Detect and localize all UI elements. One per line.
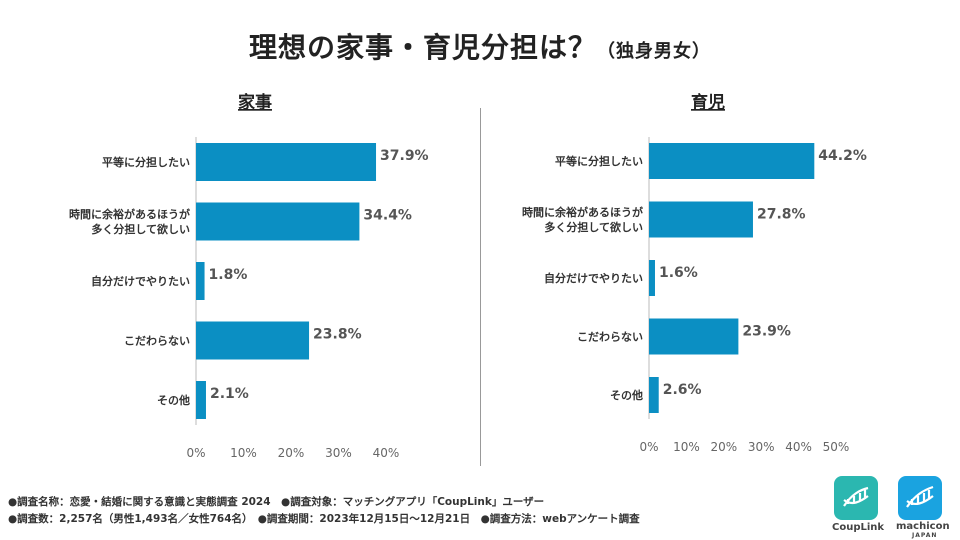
housework-tick-label-2: 20% [278, 446, 305, 460]
chart-title-sub: （独身男女） [597, 41, 711, 62]
childcare-value-label-2: 1.6% [659, 265, 698, 281]
panel-divider [480, 108, 481, 466]
machicon-logo-label: machicon [896, 521, 950, 532]
housework-tick-label-0: 0% [186, 446, 205, 460]
footnote-survey-info: ●調査名称：恋愛・結婚に関する意識と実態調査 2024 ●調査対象：マッチングア… [8, 496, 545, 508]
childcare-panel-title: 育児 [691, 92, 725, 113]
housework-tick-label-4: 40% [373, 446, 400, 460]
chart-title: 理想の家事・育児分担は？（独身男女） [0, 26, 960, 66]
childcare-tick-label-1: 10% [673, 440, 700, 454]
housework-bar-4 [196, 381, 206, 419]
housework-category-label-0: 平等に分担したい [102, 155, 190, 169]
housework-value-label-4: 2.1% [210, 386, 249, 402]
housework-category-label-4: その他 [157, 393, 190, 407]
childcare-category-label-1-1: 多く分担して欲しい [544, 220, 643, 234]
housework-value-label-3: 23.8% [313, 327, 362, 343]
housework-tick-label-1: 10% [230, 446, 257, 460]
machicon-logo [898, 476, 942, 520]
chart-title-main: 理想の家事・育児分担は？ [248, 31, 597, 64]
childcare-tick-label-4: 40% [785, 440, 812, 454]
childcare-tick-label-5: 50% [823, 440, 850, 454]
childcare-value-label-3: 23.9% [742, 324, 791, 340]
housework-bar-2 [196, 262, 205, 300]
childcare-bar-2 [649, 260, 655, 296]
childcare-category-label-2: 自分だけでやりたい [544, 271, 643, 285]
couplink-logo [834, 476, 878, 520]
childcare-bar-4 [649, 377, 659, 413]
housework-tick-label-3: 30% [325, 446, 352, 460]
housework-value-label-0: 37.9% [380, 148, 429, 164]
housework-value-label-2: 1.8% [209, 267, 248, 283]
couplink-logo-icon [834, 476, 878, 520]
childcare-tick-label-2: 20% [710, 440, 737, 454]
housework-bar-1 [196, 202, 360, 241]
childcare-bar-1 [649, 201, 753, 238]
childcare-category-label-3: こだわらない [577, 331, 643, 344]
childcare-tick-label-3: 30% [748, 440, 775, 454]
housework-category-label-1-1: 多く分担して欲しい [91, 222, 190, 236]
housework-value-label-1: 34.4% [363, 208, 412, 224]
childcare-tick-label-0: 0% [639, 440, 658, 454]
childcare-category-label-1-0: 時間に余裕があるほうが [522, 205, 643, 219]
couplink-logo-label: CoupLink [832, 522, 885, 533]
childcare-category-label-4: その他 [610, 388, 643, 402]
machicon-logo-icon [898, 476, 942, 520]
machicon-logo-sublabel: JAPAN [912, 532, 938, 539]
housework-bar-0 [196, 143, 377, 181]
housework-bar-3 [196, 321, 310, 360]
childcare-bar-3 [649, 318, 739, 355]
housework-panel-title: 家事 [238, 92, 272, 113]
childcare-category-label-0: 平等に分担したい [555, 154, 643, 168]
childcare-value-label-4: 2.6% [663, 382, 702, 398]
housework-category-label-2: 自分だけでやりたい [91, 274, 190, 288]
housework-category-label-3: こだわらない [124, 335, 190, 348]
childcare-value-label-1: 27.8% [757, 207, 806, 223]
footnote-survey-details: ●調査数：2,257名（男性1,493名／女性764名） ●調査期間：2023年… [8, 513, 640, 525]
housework-category-label-1-0: 時間に余裕があるほうが [69, 207, 190, 221]
childcare-bar-0 [649, 143, 815, 179]
childcare-value-label-0: 44.2% [818, 148, 867, 164]
